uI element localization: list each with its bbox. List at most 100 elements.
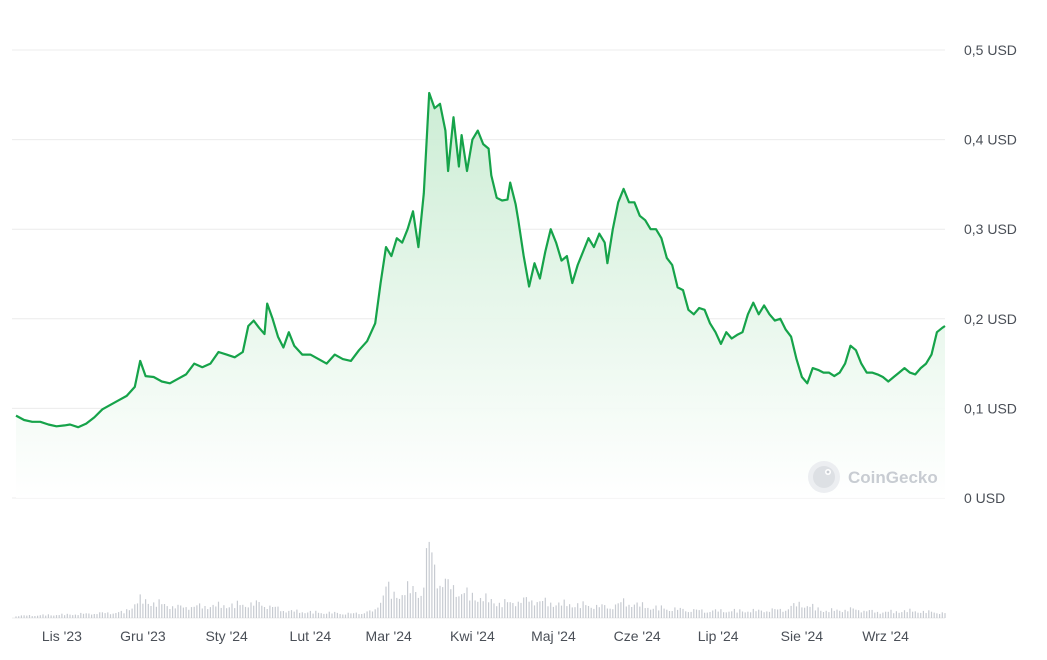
volume-bar (361, 614, 363, 618)
volume-bar (55, 615, 58, 618)
volume-bar (936, 613, 938, 618)
volume-bar (309, 610, 311, 618)
x-tick-label: Lip '24 (698, 628, 739, 644)
volume-bar (201, 608, 203, 618)
volume-bar (555, 605, 557, 618)
volume-bar (550, 602, 552, 618)
volume-bar (236, 600, 238, 618)
volume-bar (825, 610, 827, 618)
volume-bar (544, 597, 546, 618)
volume-bar (477, 601, 479, 618)
volume-bar (814, 610, 816, 618)
volume-bar (693, 609, 695, 618)
volume-bar (234, 608, 236, 618)
volume-bar (920, 612, 922, 618)
volume-bar (77, 615, 79, 618)
volume-bar (20, 615, 22, 618)
volume-bar (598, 607, 600, 618)
volume-bar (385, 586, 387, 618)
volume-bar (336, 612, 338, 618)
volume-bar (136, 603, 139, 618)
volume-bar (917, 612, 919, 618)
volume-bar (655, 605, 657, 618)
volume-bar (506, 602, 509, 618)
volume-bar (817, 607, 819, 618)
volume-bar (725, 612, 727, 618)
y-tick-label: 0,2 USD (964, 311, 1017, 327)
volume-bar (525, 597, 527, 618)
volume-bar (574, 607, 576, 618)
volume-bar (901, 612, 903, 618)
volume-bar (723, 612, 725, 618)
volume-bar (145, 599, 147, 618)
volume-bar (890, 609, 892, 618)
volume-bar (369, 610, 371, 618)
volume-bar (596, 604, 598, 618)
volume-bar (115, 613, 117, 618)
volume-bar (744, 612, 746, 618)
volume-bar (315, 610, 317, 618)
volume-bar (628, 604, 630, 618)
volume-bar (126, 609, 128, 618)
volume-bar (120, 610, 122, 618)
volume-bar (485, 593, 487, 618)
volume-bar (80, 612, 82, 618)
volume-bar (109, 614, 112, 618)
volume-bar (169, 609, 171, 618)
volume-bar (471, 592, 473, 618)
volume-bar (266, 609, 268, 618)
volume-bar (844, 609, 846, 618)
x-tick-label: Gru '23 (120, 628, 166, 644)
volume-bar (226, 608, 228, 618)
volume-bar (852, 608, 854, 618)
volume-bar (58, 615, 60, 618)
volume-bar (161, 604, 163, 618)
volume-bar (166, 606, 168, 618)
volume-bar (709, 612, 711, 618)
volume-bar (334, 611, 336, 618)
volume-bar (101, 612, 103, 618)
volume-bar (660, 605, 662, 618)
volume-bar (196, 605, 198, 618)
volume-bar (66, 613, 68, 618)
volume-bar (903, 610, 906, 618)
volume-bar (787, 609, 789, 618)
volume-bar (247, 607, 249, 618)
volume-bar (493, 603, 495, 618)
volume-bar (163, 604, 166, 618)
price-line[interactable] (15, 91, 946, 429)
volume-bar (139, 594, 141, 618)
volume-bar (280, 611, 282, 618)
volume-bar (91, 614, 93, 618)
volume-bar (207, 609, 209, 618)
volume-bar (53, 615, 55, 618)
volume-bar (623, 598, 625, 618)
volume-bar (606, 608, 608, 618)
volume-bar (928, 610, 930, 618)
volume-bar (428, 541, 430, 618)
volume-bar (128, 610, 130, 618)
volume-bar (612, 609, 614, 618)
volume-bar (820, 610, 822, 618)
volume-bar (533, 605, 536, 618)
y-tick-label: 0,5 USD (964, 42, 1017, 58)
volume-bar (172, 606, 174, 618)
volume-bar (339, 614, 341, 618)
volume-bar (412, 586, 414, 618)
volume-bar (836, 609, 838, 618)
volume-bar (582, 601, 584, 618)
volume-bar (466, 587, 468, 618)
volume-bar (407, 581, 409, 618)
volume-bar (501, 607, 503, 618)
volume-bar (750, 612, 752, 618)
volume-bar (185, 607, 187, 618)
volume-bar (547, 606, 549, 618)
volume-bar (380, 602, 382, 618)
volume-bar (323, 613, 325, 618)
volume-bar (644, 608, 646, 618)
volume-bar (752, 608, 754, 618)
volume-bar (512, 603, 514, 618)
volume-bar (382, 595, 384, 618)
volume-bar (695, 609, 698, 618)
